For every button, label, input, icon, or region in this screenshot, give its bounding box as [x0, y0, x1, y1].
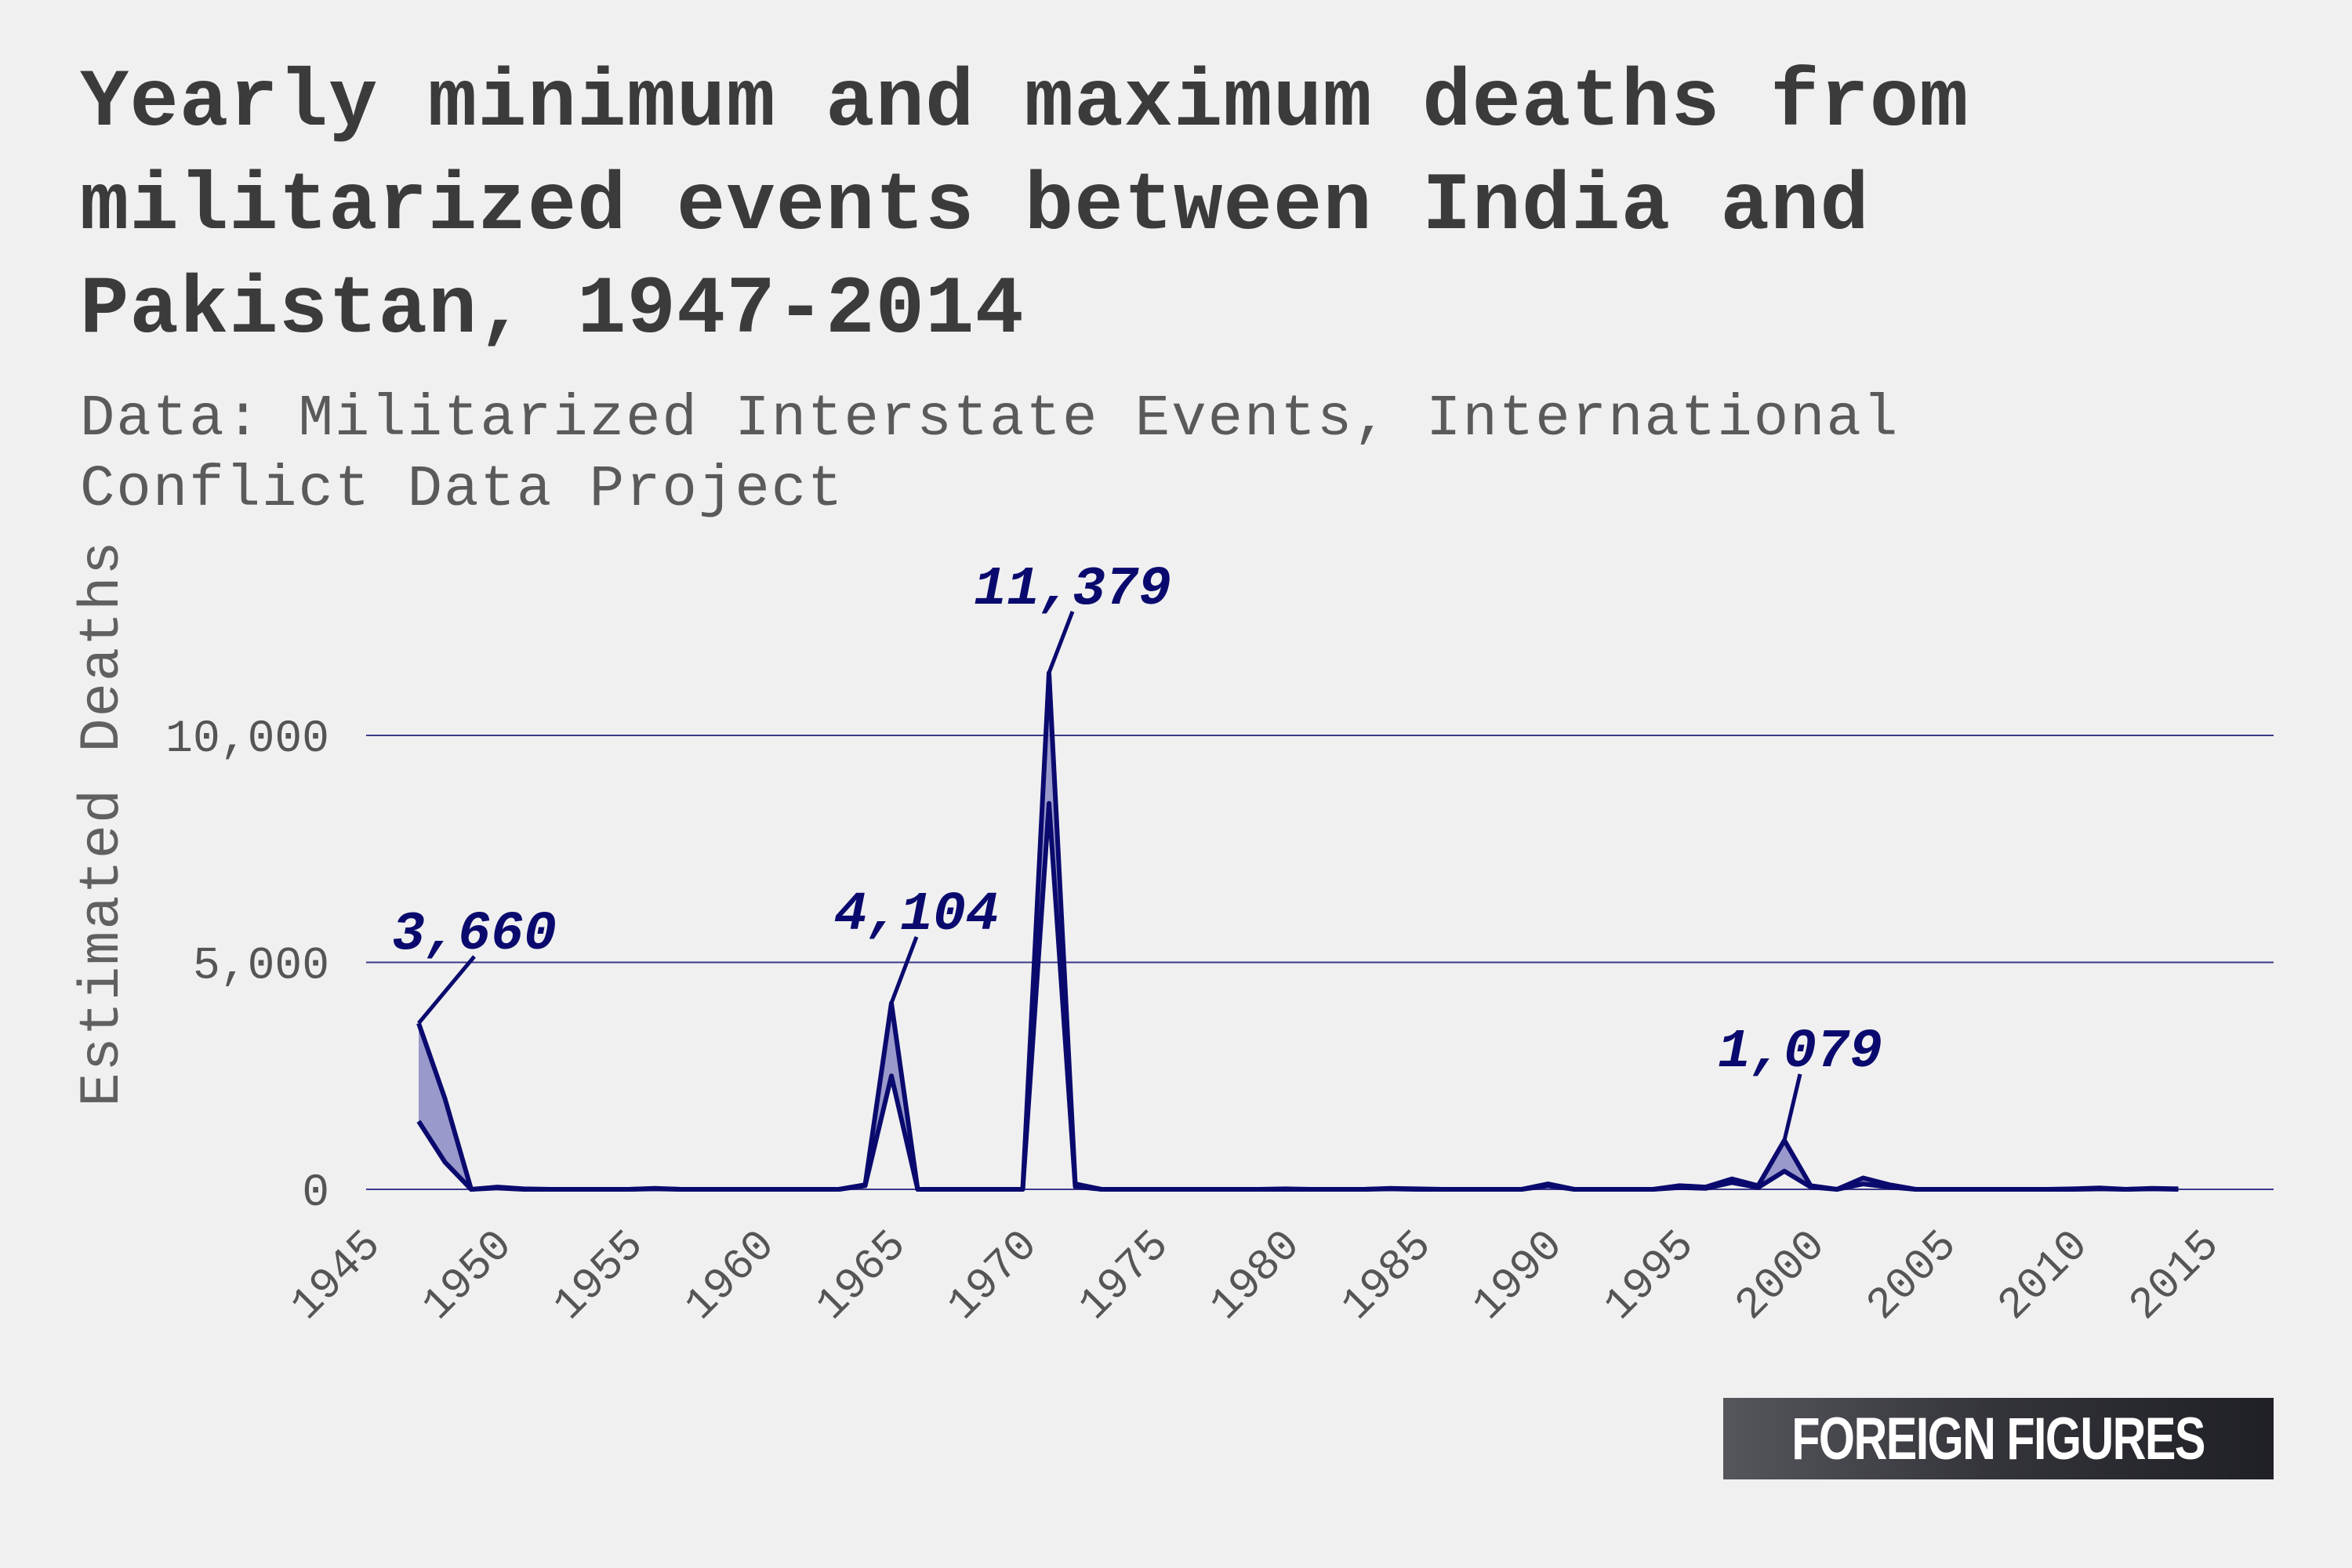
x-tick-label: 2005: [1857, 1221, 1967, 1330]
annotation-leader: [417, 955, 476, 1025]
chart-subtitle: Data: Militarized Interstate Events, Int…: [80, 387, 1900, 523]
y-tick-label: 10,000: [165, 714, 329, 765]
brand-logo-text: FOREIGN FIGURES: [1791, 1405, 2206, 1472]
x-tick-label: 1950: [412, 1221, 522, 1330]
x-tick-label: 1965: [807, 1221, 916, 1330]
x-tick-label: 1975: [1069, 1221, 1179, 1330]
min-max-band: [419, 673, 2179, 1189]
y-tick-label: 5,000: [193, 942, 329, 993]
x-tick-label: 2010: [1988, 1221, 2098, 1330]
y-tick-label: 0: [302, 1168, 329, 1219]
x-tick-label: 2015: [2120, 1221, 2230, 1330]
x-tick-label: 1990: [1463, 1221, 1573, 1330]
x-tick-label: 1985: [1332, 1221, 1442, 1330]
annotation-label: 1,079: [1718, 1022, 1882, 1083]
y-axis-label: Estimated Deaths: [71, 539, 135, 1106]
x-tick-label: 2000: [1726, 1221, 1835, 1330]
x-tick-label: 1960: [675, 1221, 785, 1330]
annotation-label: 11,379: [974, 559, 1171, 621]
x-tick-label: 1995: [1595, 1221, 1704, 1330]
x-tick-label: 1980: [1200, 1221, 1310, 1330]
gridlines: [366, 735, 2274, 1190]
annotation-leader: [1047, 611, 1075, 674]
x-tick-label: 1945: [281, 1221, 391, 1330]
series-area: [416, 670, 2179, 1192]
brand-logo: FOREIGN FIGURES: [1723, 1398, 2274, 1479]
annotation-leader: [889, 936, 919, 1004]
annotation-label: 4,104: [834, 884, 999, 946]
x-tick-labels: 1945 1950 1955 1960 1965 1970 1975 1980 1985 1990…: [281, 1221, 2230, 1330]
series-line-minimum: [416, 800, 2179, 1192]
annotation-label: 3,660: [392, 904, 557, 966]
annotations: 3,660 4,104 11,379 1,079: [392, 559, 1882, 1142]
annotation-leader: [1782, 1073, 1802, 1142]
x-tick-label: 1955: [544, 1221, 654, 1330]
chart-title: Yearly minimum and maximum deaths from m…: [80, 57, 1969, 357]
series-line-maximum: [416, 670, 2179, 1192]
y-tick-labels: 0 5,000 10,000: [165, 714, 329, 1219]
x-tick-label: 1970: [938, 1221, 1047, 1330]
